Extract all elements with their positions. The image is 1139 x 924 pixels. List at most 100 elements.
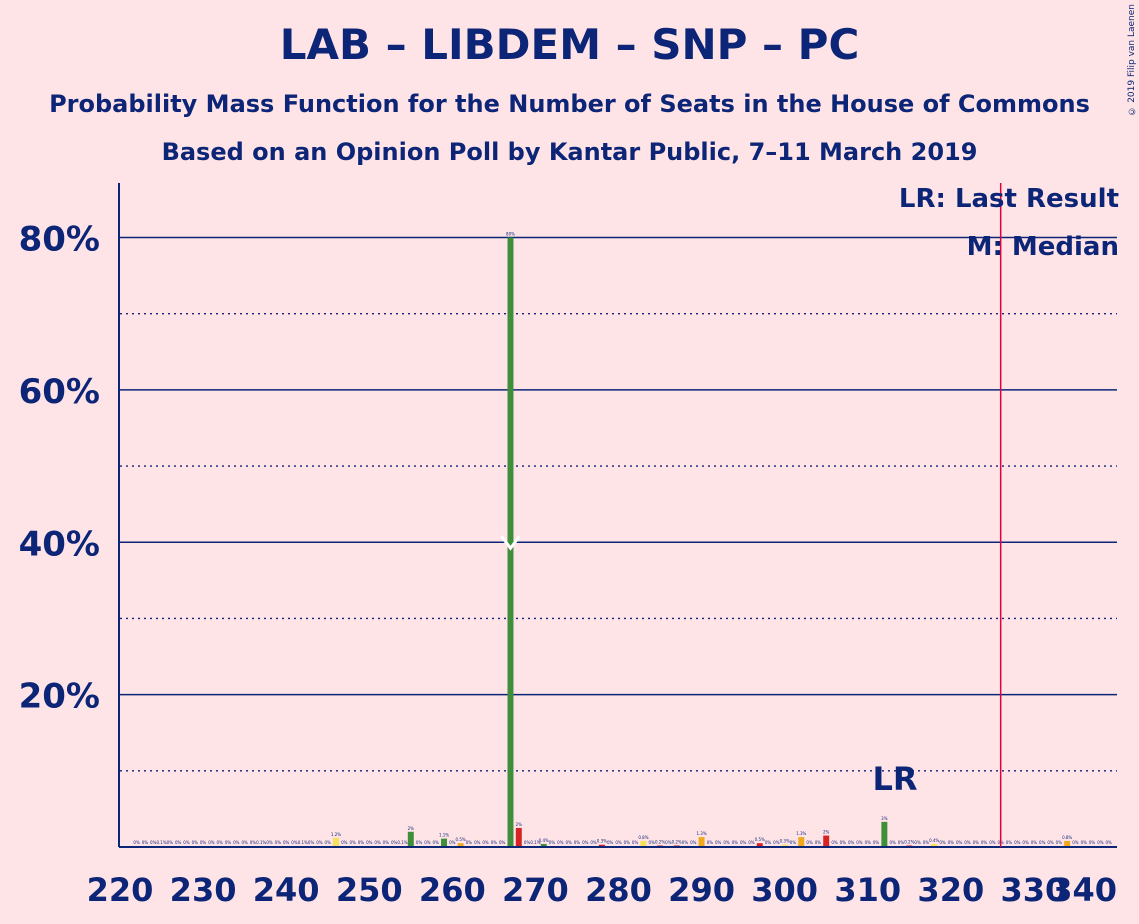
bar-label-266: 0% xyxy=(499,840,506,845)
bar-label-312: 3% xyxy=(881,816,888,821)
bar-label-289: 0% xyxy=(690,840,697,845)
bar-label-293: 0% xyxy=(723,840,730,845)
bar-label-271: 0.4% xyxy=(539,838,549,843)
bar-297 xyxy=(756,843,763,847)
bar-label-227: 0% xyxy=(175,840,182,845)
bar-label-294: 0% xyxy=(732,840,739,845)
bar-318 xyxy=(931,843,938,847)
bar-label-238: 0% xyxy=(266,840,273,845)
bar-label-310: 0% xyxy=(865,840,872,845)
bar-label-318: 0.4% xyxy=(929,838,939,843)
bar-label-250: 0% xyxy=(366,840,373,845)
bar-label-314: 0% xyxy=(898,840,905,845)
bar-label-280: 0% xyxy=(615,840,622,845)
bar-246 xyxy=(333,837,340,847)
bar-label-282: 0% xyxy=(632,840,639,845)
bar-label-260: 0% xyxy=(449,840,456,845)
bar-label-233: 0% xyxy=(225,840,232,845)
bar-label-334: 0.8% xyxy=(1062,835,1072,840)
bar-label-298: 0% xyxy=(765,840,772,845)
bar-label-232: 0% xyxy=(217,840,224,845)
bar-label-284: 0% xyxy=(649,840,656,845)
x-tick-label: 220 xyxy=(87,871,154,909)
bar-label-321: 0% xyxy=(956,840,963,845)
bar-label-324: 0% xyxy=(981,840,988,845)
x-tick-label: 290 xyxy=(668,871,735,909)
x-tick-label: 330 xyxy=(1001,871,1068,909)
bar-label-237: 0.1% xyxy=(256,840,266,845)
bar-label-339: 0% xyxy=(1106,840,1113,845)
bar-label-274: 0% xyxy=(565,840,572,845)
bar-label-338: 0% xyxy=(1097,840,1104,845)
bar-label-261: 0.5% xyxy=(456,837,466,842)
x-tick-label: 320 xyxy=(917,871,984,909)
bar-label-329: 0% xyxy=(1022,840,1029,845)
bar-label-251: 0% xyxy=(374,840,381,845)
bar-label-231: 0% xyxy=(208,840,215,845)
bar-259 xyxy=(441,838,448,847)
bar-label-336: 0% xyxy=(1081,840,1088,845)
bar-label-301: 0% xyxy=(790,840,797,845)
bar-label-315: 0.2% xyxy=(904,839,914,844)
bar-label-316: 0% xyxy=(914,840,921,845)
bar-label-247: 0% xyxy=(341,840,348,845)
bar-label-296: 0% xyxy=(748,840,755,845)
x-tick-label: 250 xyxy=(336,871,403,909)
legend-last-result: LR: Last Result xyxy=(898,184,1119,214)
bar-label-309: 0% xyxy=(856,840,863,845)
bar-label-287: 0.2% xyxy=(672,839,682,844)
bar-label-267: 80% xyxy=(506,232,515,237)
bar-label-235: 0% xyxy=(241,840,248,845)
bar-label-270: 0.1% xyxy=(530,840,540,845)
y-tick-label: 60% xyxy=(19,372,100,412)
bar-283 xyxy=(640,840,647,847)
bar-label-303: 0% xyxy=(806,840,813,845)
bar-label-255: 2% xyxy=(408,826,415,831)
bar-300 xyxy=(781,844,788,847)
legend-median: M: Median xyxy=(966,232,1119,262)
bar-label-249: 0% xyxy=(358,840,365,845)
bar-label-225: 0.1% xyxy=(156,840,166,845)
bar-label-331: 0% xyxy=(1039,840,1046,845)
bar-label-323: 0% xyxy=(973,840,980,845)
bar-label-325: 0% xyxy=(989,840,996,845)
bar-label-230: 0% xyxy=(200,840,207,845)
bar-label-288: 0% xyxy=(682,840,689,845)
x-tick-label: 230 xyxy=(170,871,237,909)
bar-label-308: 0% xyxy=(848,840,855,845)
bar-label-281: 0% xyxy=(624,840,631,845)
bar-271 xyxy=(540,843,547,847)
bar-label-276: 0% xyxy=(582,840,589,845)
bar-label-243: 0% xyxy=(308,840,315,845)
bar-label-236: 0% xyxy=(250,840,257,845)
bar-label-229: 0% xyxy=(192,840,199,845)
grid-lines xyxy=(120,236,1117,772)
bar-label-272: 0% xyxy=(549,840,556,845)
bar-label-244: 0% xyxy=(316,840,323,845)
bar-label-332: 0% xyxy=(1047,840,1054,845)
bar-label-300: 0.3% xyxy=(780,839,790,844)
last-result-marker: LR xyxy=(872,760,917,798)
bar-labels-group: 0% 0% 0% 0.1% 0% 0% 0% 0% 0% 0% 0% 0% 0% 0% 0% 0.1% 0% 0%… xyxy=(133,232,1112,846)
median-marker xyxy=(500,535,521,551)
bar-label-263: 0% xyxy=(474,840,481,845)
bar-label-297: 0.5% xyxy=(755,837,765,842)
bar-label-226: 0% xyxy=(167,840,174,845)
bar-label-228: 0% xyxy=(183,840,190,845)
bar-label-278: 0.3% xyxy=(597,839,607,844)
bar-label-305: 2% xyxy=(823,830,830,835)
bar-label-234: 0% xyxy=(233,840,240,845)
bar-305 xyxy=(823,835,830,847)
bar-label-290: 1.3% xyxy=(696,831,706,836)
bar-label-273: 0% xyxy=(557,840,564,845)
x-tick-label: 280 xyxy=(585,871,652,909)
bar-261 xyxy=(457,843,464,847)
bar-312 xyxy=(881,821,888,847)
bar-label-327: 0% xyxy=(1006,840,1013,845)
y-tick-label: 80% xyxy=(19,220,100,260)
x-tick-label: 270 xyxy=(502,871,569,909)
x-tick-label: 300 xyxy=(751,871,818,909)
bar-label-313: 0% xyxy=(889,840,896,845)
markers-group xyxy=(500,183,1002,847)
